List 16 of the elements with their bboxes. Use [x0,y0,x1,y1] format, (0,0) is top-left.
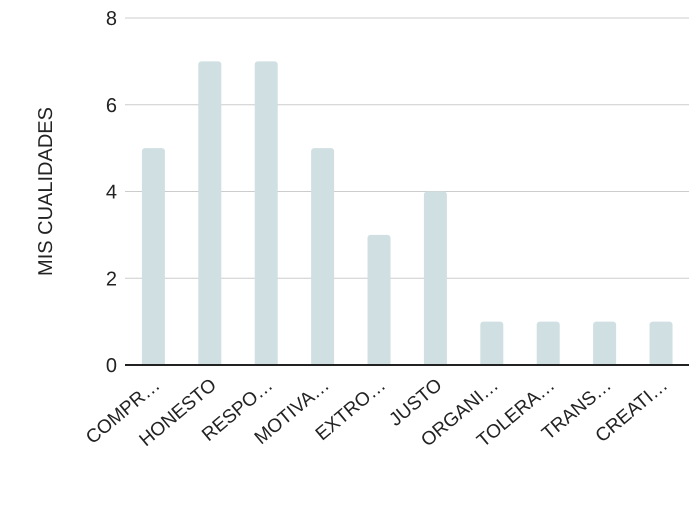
y-axis-title: MIS CUALIDADES [35,107,58,276]
y-tick-label: 6 [106,94,117,117]
bar [254,61,278,365]
bar [311,148,334,365]
y-tick-label: 4 [106,182,117,204]
y-tick-label: 2 [106,268,117,290]
bar [198,61,222,365]
bar [650,322,673,365]
y-tick-label: 0 [106,355,117,378]
bar [142,148,165,365]
y-tick-label: 8 [106,8,117,30]
bar [368,234,391,365]
bar [593,322,616,365]
bar [480,322,504,365]
bar [424,192,447,365]
bar [536,322,560,365]
